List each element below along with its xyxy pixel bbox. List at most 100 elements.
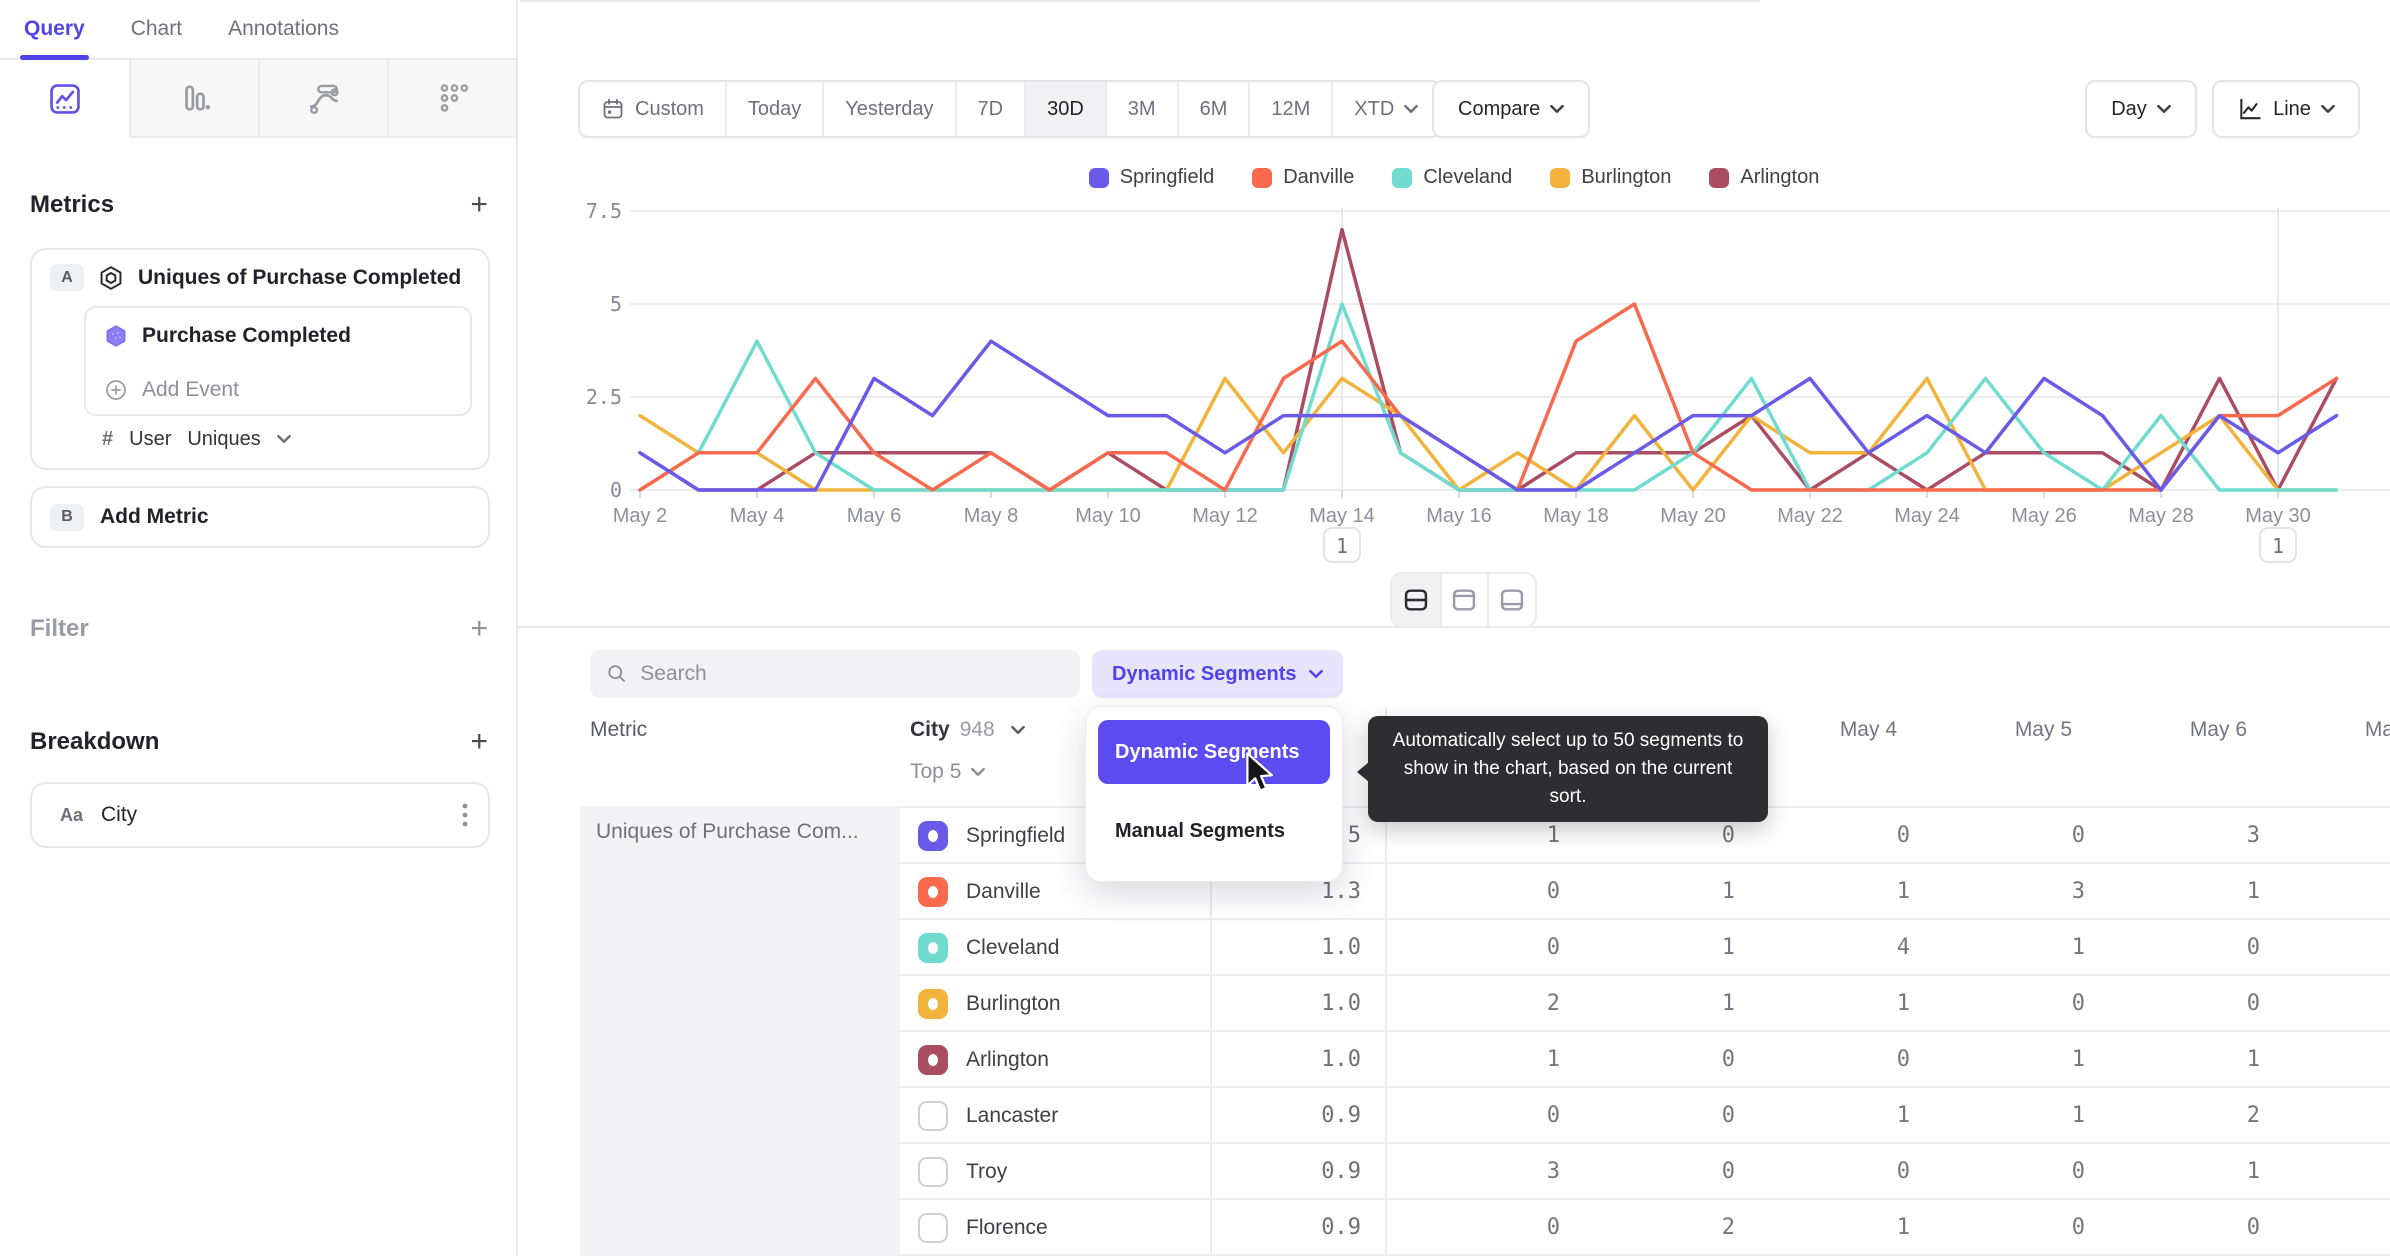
tab-annotations[interactable]: Annotations bbox=[228, 17, 339, 40]
segment-checkbox[interactable] bbox=[918, 1157, 948, 1187]
chart-canvas: 0 2.5 5 7.5 May 2 May 4 May 6 May 8 May 10 May 12… bbox=[586, 199, 2390, 563]
chevron-down-icon bbox=[2156, 104, 2171, 113]
segment-checkbox[interactable] bbox=[918, 1213, 948, 1243]
legend-item-burlington[interactable]: Burlington bbox=[1550, 166, 1671, 189]
segment-day-value: 1 bbox=[2071, 1103, 2085, 1128]
table-row-arlington: Arlington 1.0 1 0 0 1 1 bbox=[900, 1032, 2390, 1088]
segment-day-value: 0 bbox=[2246, 935, 2260, 960]
segment-checkbox[interactable] bbox=[918, 1045, 948, 1075]
menu-item-dynamic-segments[interactable]: Dynamic Segments bbox=[1098, 720, 1330, 784]
breakdown-count: 948 bbox=[959, 718, 995, 741]
range-today[interactable]: Today bbox=[724, 82, 822, 136]
segment-day-value: 3 bbox=[2246, 823, 2260, 848]
measure-selector[interactable]: # User Uniques bbox=[102, 428, 291, 451]
metric-b-card[interactable]: B Add Metric bbox=[30, 486, 490, 548]
segment-checkbox[interactable] bbox=[918, 989, 948, 1019]
chart-type-flow[interactable] bbox=[258, 60, 387, 138]
legend-item-danville[interactable]: Danville bbox=[1252, 166, 1354, 189]
metric-a-events-card: Purchase Completed Add Event bbox=[84, 306, 472, 416]
line-chart-icon bbox=[49, 84, 80, 114]
add-metric-plus-button[interactable]: + bbox=[470, 188, 488, 221]
segment-checkbox[interactable] bbox=[918, 1101, 948, 1131]
chart-type-bar[interactable] bbox=[129, 60, 258, 138]
range-12m[interactable]: 12M bbox=[1248, 82, 1331, 136]
tab-chart[interactable]: Chart bbox=[130, 17, 183, 40]
metric-a-label[interactable]: Uniques of Purchase Completed bbox=[138, 265, 462, 289]
breakdown-city-card[interactable]: Aa City bbox=[30, 782, 490, 848]
segment-day-value: 1 bbox=[2246, 1047, 2260, 1072]
chart-type-scatter[interactable] bbox=[387, 60, 516, 138]
metrics-title: Metrics bbox=[30, 191, 115, 218]
segments-tooltip: Automatically select up to 50 segments t… bbox=[1357, 716, 1768, 822]
breakdown-column-header[interactable]: City 948 bbox=[910, 718, 1025, 742]
segment-day-value: 1 bbox=[1721, 879, 1735, 904]
layout-table-top-button[interactable] bbox=[1439, 574, 1488, 626]
checkbox-dot bbox=[928, 998, 938, 1010]
y-axis-label: 0 bbox=[610, 478, 622, 502]
segment-day-value: 0 bbox=[1896, 823, 1910, 848]
search-input[interactable] bbox=[640, 662, 1064, 686]
chart-style-label: Line bbox=[2273, 97, 2311, 120]
kebab-menu-icon[interactable] bbox=[462, 802, 468, 828]
menu-item-manual-segments[interactable]: Manual Segments bbox=[1115, 819, 1286, 842]
annotation-badge-label: 1 bbox=[2272, 534, 2284, 558]
add-event-row[interactable]: Add Event bbox=[86, 363, 470, 416]
chart-type-line[interactable] bbox=[0, 60, 129, 138]
layout-table-bottom-button[interactable] bbox=[1487, 574, 1535, 626]
annotation-badge-label: 1 bbox=[1336, 534, 1348, 558]
chart-style-button[interactable]: Line bbox=[2212, 80, 2360, 138]
segment-day-value: 2 bbox=[2246, 1103, 2260, 1128]
legend-item-arlington[interactable]: Arlington bbox=[1709, 166, 1819, 189]
segment-day-value: 2 bbox=[1721, 1215, 1735, 1240]
range-3m[interactable]: 3M bbox=[1104, 82, 1177, 136]
segments-dropdown-button[interactable]: Dynamic Segments bbox=[1092, 650, 1343, 698]
checkbox-dot bbox=[928, 830, 938, 842]
y-axis-label: 5 bbox=[610, 292, 622, 316]
segment-day-value: 0 bbox=[1546, 1103, 1560, 1128]
x-axis-label: May 26 bbox=[2011, 505, 2077, 527]
segment-checkbox[interactable] bbox=[918, 821, 948, 851]
granularity-button[interactable]: Day bbox=[2085, 80, 2197, 138]
legend-item-cleveland[interactable]: Cleveland bbox=[1392, 166, 1512, 189]
range-xtd[interactable]: XTD bbox=[1331, 82, 1439, 136]
table-search[interactable] bbox=[590, 650, 1080, 698]
search-icon bbox=[608, 665, 625, 682]
add-filter-button[interactable]: + bbox=[470, 612, 488, 645]
legend-item-springfield[interactable]: Springfield bbox=[1088, 166, 1214, 189]
chevron-down-icon bbox=[971, 767, 986, 776]
measure-hash: # bbox=[102, 428, 114, 450]
range-label: Custom bbox=[635, 97, 704, 120]
compare-button[interactable]: Compare bbox=[1432, 80, 1591, 138]
top-n-selector[interactable]: Top 5 bbox=[910, 760, 986, 784]
segment-checkbox[interactable] bbox=[918, 877, 948, 907]
range-30d[interactable]: 30D bbox=[1024, 82, 1105, 136]
line-chart[interactable]: 0 2.5 5 7.5 May 2 May 4 May 6 May 8 May 10 May 12… bbox=[518, 196, 2390, 580]
segment-day-value: 0 bbox=[1546, 935, 1560, 960]
annotation-badge[interactable] bbox=[1323, 527, 1361, 563]
legend-swatch bbox=[1709, 167, 1730, 188]
range-6m[interactable]: 6M bbox=[1176, 82, 1249, 136]
event-row[interactable]: Purchase Completed bbox=[86, 308, 470, 363]
event-hexagon-icon bbox=[106, 324, 126, 347]
x-axis-label: May 4 bbox=[730, 505, 784, 527]
range-yesterday[interactable]: Yesterday bbox=[822, 82, 954, 136]
segment-day-value: 1 bbox=[1896, 1215, 1910, 1240]
layout-split-button[interactable] bbox=[1392, 574, 1440, 626]
range-7d[interactable]: 7D bbox=[954, 82, 1025, 136]
segment-checkbox[interactable] bbox=[918, 933, 948, 963]
segment-day-value: 1 bbox=[1546, 1047, 1560, 1072]
segment-day-value: 0 bbox=[2246, 991, 2260, 1016]
segment-day-value: 1 bbox=[1721, 935, 1735, 960]
x-axis-label: May 12 bbox=[1192, 505, 1258, 527]
segment-day-value: 1 bbox=[2246, 1159, 2260, 1184]
calendar-icon bbox=[603, 98, 623, 119]
range-custom[interactable]: Custom bbox=[580, 82, 725, 136]
legend-label: Cleveland bbox=[1423, 166, 1513, 188]
tab-query[interactable]: Query bbox=[20, 0, 89, 60]
range-label: 7D bbox=[977, 97, 1004, 120]
legend-label: Danville bbox=[1283, 166, 1355, 188]
add-breakdown-button[interactable]: + bbox=[470, 725, 488, 758]
annotation-badge[interactable] bbox=[2259, 527, 2297, 563]
flow-icon bbox=[309, 84, 339, 115]
tooltip-text: Automatically select up to 50 segments t… bbox=[1392, 730, 1744, 807]
